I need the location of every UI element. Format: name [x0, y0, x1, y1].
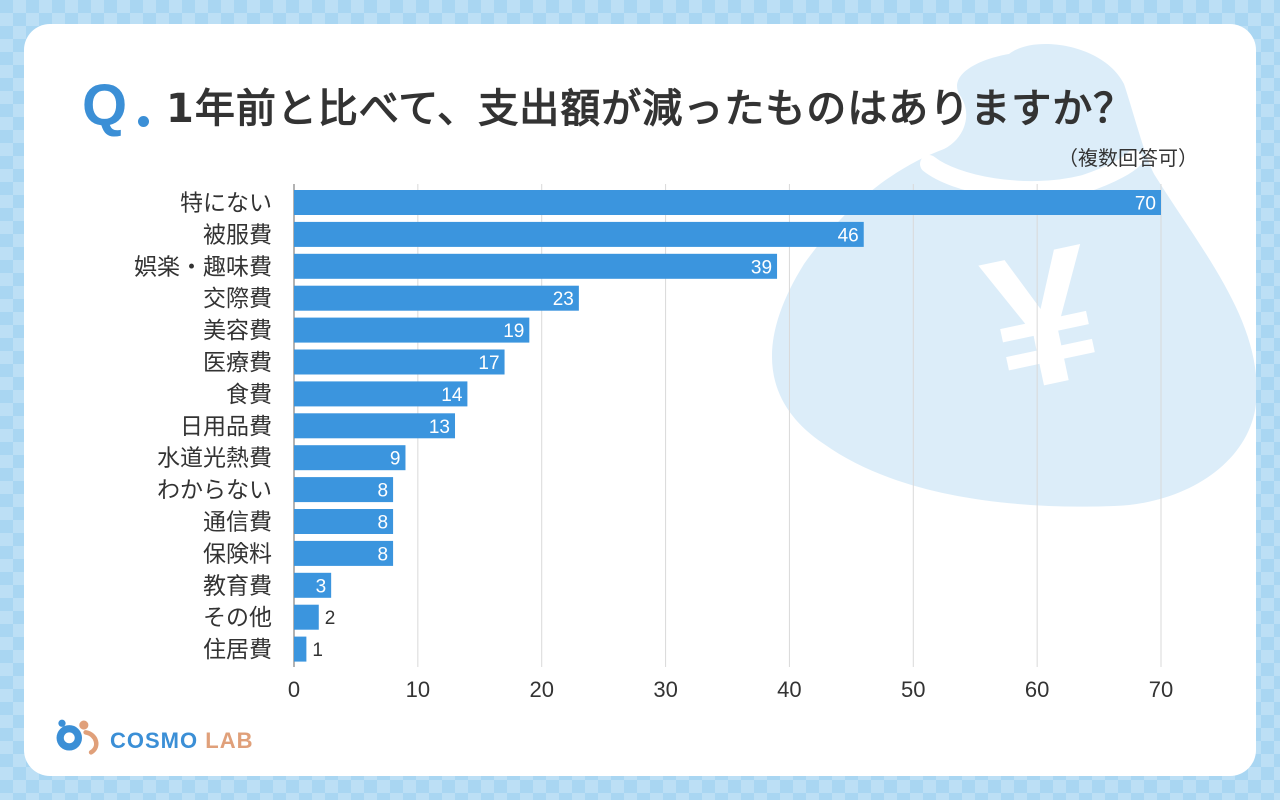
bar	[294, 636, 307, 662]
data-label: 70	[1135, 194, 1156, 215]
category-label: 特にない	[180, 191, 272, 217]
brand-logo-text: COSMO LAB	[110, 728, 253, 754]
category-label: 食費	[226, 382, 272, 408]
data-label: 3	[316, 576, 327, 597]
data-label: 9	[390, 449, 401, 470]
category-label: 日用品費	[180, 414, 272, 440]
bar	[294, 445, 406, 471]
question-mark-q: Q	[82, 73, 128, 138]
brand-name-lab: LAB	[205, 728, 254, 753]
data-label: 13	[429, 417, 450, 438]
data-label: 39	[751, 257, 772, 278]
bar	[294, 221, 864, 247]
data-label: 8	[378, 544, 389, 565]
category-label: 交際費	[203, 286, 272, 312]
x-tick-label: 30	[653, 677, 677, 702]
category-label: 水道光熱費	[157, 446, 272, 472]
bar	[294, 509, 394, 534]
x-tick-label: 10	[406, 677, 430, 702]
category-label: 通信費	[203, 510, 272, 536]
x-tick-label: 50	[901, 677, 925, 702]
data-label: 23	[553, 289, 574, 310]
bar	[294, 413, 456, 439]
bar	[294, 540, 394, 566]
bar	[294, 381, 468, 407]
x-tick-label: 40	[777, 677, 801, 702]
bar	[294, 349, 505, 375]
data-label: 2	[325, 608, 336, 629]
category-label: 住居費	[203, 637, 272, 663]
data-label: 46	[838, 225, 859, 246]
x-tick-label: 60	[1025, 677, 1049, 702]
money-bag-tie-icon	[920, 150, 1143, 200]
category-label: その他	[203, 605, 272, 631]
page-title: 1年前と比べて、支出額が減ったものはありますか？	[166, 86, 1135, 132]
x-tick-label: 70	[1149, 677, 1173, 702]
bar	[294, 190, 1161, 215]
page-subtitle: （複数回答可）	[1058, 146, 1198, 170]
data-label: 19	[503, 321, 524, 342]
category-label: 被服費	[203, 222, 272, 248]
category-label: 美容費	[203, 318, 272, 344]
bar	[294, 572, 332, 598]
question-dot	[138, 116, 149, 127]
category-label: 医療費	[203, 350, 272, 376]
data-label: 8	[378, 513, 389, 534]
bar	[294, 253, 778, 279]
money-bag-decoration: ¥	[771, 44, 1256, 507]
brand-name-cosmo: COSMO	[110, 728, 199, 753]
x-tick-label: 0	[288, 677, 300, 702]
category-label: 教育費	[203, 573, 272, 599]
bar	[294, 285, 579, 311]
category-label: 娯楽・趣味費	[134, 254, 272, 280]
bar	[294, 317, 530, 343]
x-tick-label: 20	[529, 677, 553, 702]
data-label: 14	[441, 385, 463, 406]
category-label: 保険料	[203, 541, 272, 567]
bar	[294, 604, 319, 630]
brand-logo-icon	[56, 719, 99, 755]
category-label: わからない	[157, 478, 272, 504]
data-label: 8	[378, 481, 389, 502]
data-label: 17	[478, 353, 499, 374]
data-label: 1	[312, 640, 323, 661]
bar	[294, 477, 394, 503]
chart-card: ¥ Q 1年前と比べて、支出額が減ったものはありますか？ （複数回答可） 0 10…	[24, 24, 1256, 776]
